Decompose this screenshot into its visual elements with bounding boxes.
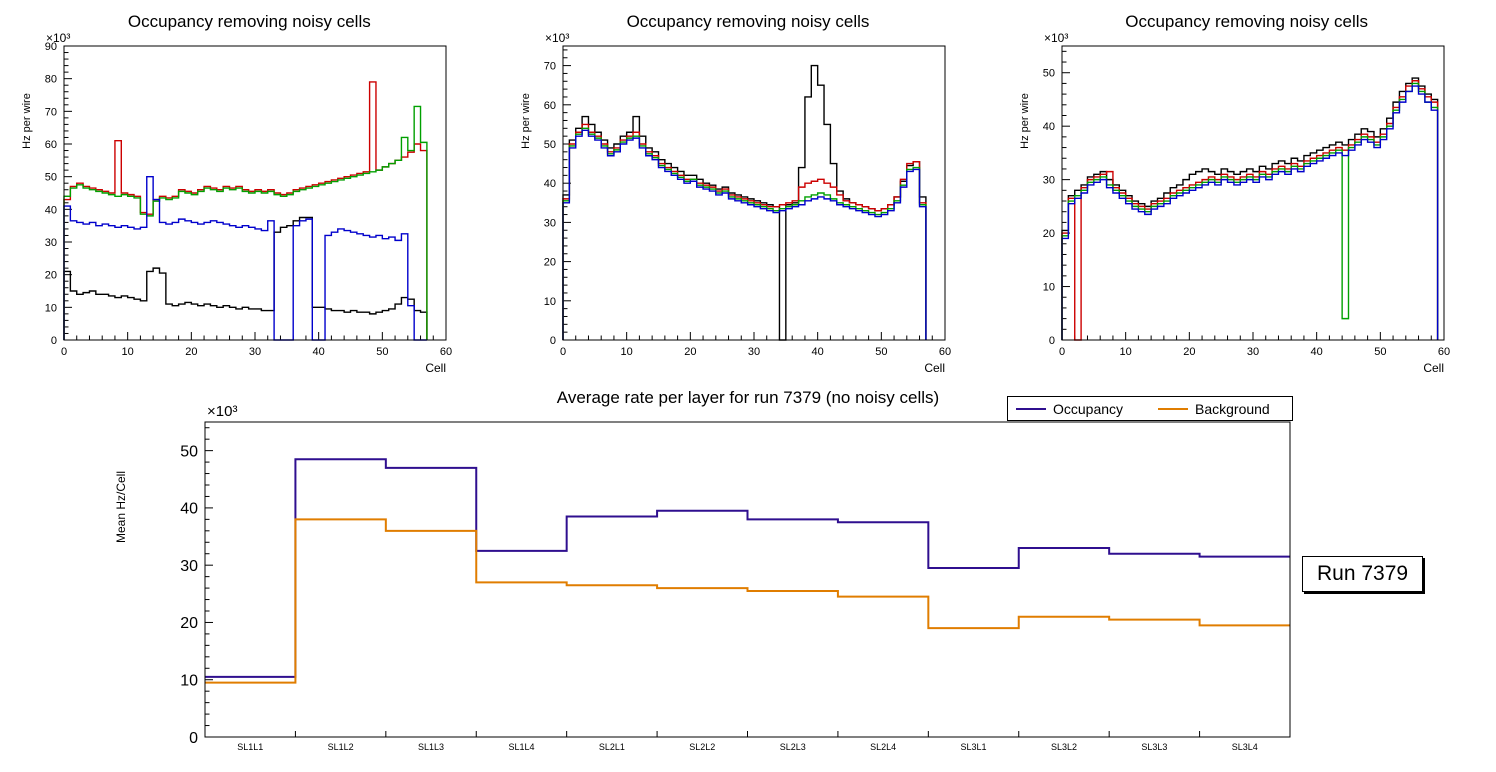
run-label: Run 7379 [1317, 562, 1409, 585]
svg-text:0: 0 [1049, 335, 1055, 347]
svg-text:30: 30 [249, 346, 261, 358]
legend-label-occupancy: Occupancy [1053, 400, 1124, 417]
svg-text:60: 60 [1438, 346, 1450, 358]
svg-text:10: 10 [122, 346, 134, 358]
svg-text:20: 20 [45, 270, 57, 282]
svg-text:20: 20 [180, 615, 198, 632]
bottom-chart-title: Average rate per layer for run 7379 (no … [556, 388, 940, 407]
svg-text:SL3L1: SL3L1 [961, 742, 987, 752]
svg-text:50: 50 [180, 443, 198, 460]
svg-text:SL3L3: SL3L3 [1141, 742, 1167, 752]
svg-text:SL1L1: SL1L1 [237, 742, 263, 752]
svg-text:40: 40 [45, 204, 57, 216]
occupancy-histogram-1: 0 10 20 30 40 50 60 70 80 90 0 10 20 30 40 50 60 Hz per w… [21, 32, 452, 375]
svg-text:60: 60 [939, 346, 951, 358]
run-label-box: Run 7379 [1302, 556, 1424, 592]
svg-text:SL2L3: SL2L3 [780, 742, 806, 752]
legend-item-background: Background [1150, 401, 1292, 417]
svg-text:×10³: ×10³ [1044, 32, 1068, 45]
occupancy-line-swatch [1016, 407, 1046, 410]
svg-text:SL2L2: SL2L2 [689, 742, 715, 752]
svg-text:60: 60 [45, 139, 57, 151]
svg-text:Hz per wire: Hz per wire [1019, 93, 1031, 149]
svg-text:40: 40 [313, 346, 325, 358]
svg-text:10: 10 [621, 346, 633, 358]
background-line-swatch [1158, 407, 1188, 410]
svg-text:SL2L1: SL2L1 [599, 742, 625, 752]
svg-text:0: 0 [61, 346, 67, 358]
chart-title-1: Occupancy removing noisy cells [127, 12, 371, 31]
svg-text:20: 20 [684, 346, 696, 358]
svg-text:40: 40 [812, 346, 824, 358]
svg-text:0: 0 [550, 335, 556, 347]
svg-text:SL1L3: SL1L3 [418, 742, 444, 752]
svg-text:10: 10 [544, 296, 556, 308]
svg-text:70: 70 [45, 106, 57, 118]
chart-title-3: Occupancy removing noisy cells [1125, 12, 1369, 31]
svg-text:50: 50 [377, 346, 389, 358]
svg-text:×10³: ×10³ [46, 32, 70, 45]
occupancy-histogram-2: 0 10 20 30 40 50 60 70 0 10 20 30 40 50 60 Hz per wire C… [520, 32, 951, 375]
legend-item-occupancy: Occupancy [1008, 401, 1150, 417]
svg-text:40: 40 [1310, 346, 1322, 358]
svg-text:Hz per wire: Hz per wire [21, 93, 33, 149]
chart-panel-3: Occupancy removing noisy cells 0 10 20 30 40… [997, 0, 1496, 384]
svg-text:20: 20 [186, 346, 198, 358]
svg-text:SL2L4: SL2L4 [870, 742, 896, 752]
svg-text:×10³: ×10³ [545, 32, 569, 45]
svg-text:60: 60 [440, 346, 452, 358]
svg-text:50: 50 [544, 139, 556, 151]
svg-text:30: 30 [1042, 175, 1054, 187]
svg-text:20: 20 [1183, 346, 1195, 358]
svg-text:10: 10 [1042, 282, 1054, 294]
legend: Occupancy Background [1007, 396, 1293, 421]
svg-text:30: 30 [544, 217, 556, 229]
svg-text:Mean Hz/Cell: Mean Hz/Cell [114, 471, 128, 543]
svg-text:Hz per wire: Hz per wire [520, 93, 532, 149]
chart-panel-2: Occupancy removing noisy cells 0 10 20 30 40… [499, 0, 998, 384]
svg-text:90: 90 [45, 41, 57, 53]
svg-text:30: 30 [1247, 346, 1259, 358]
svg-text:30: 30 [180, 558, 198, 575]
svg-text:50: 50 [1374, 346, 1386, 358]
svg-text:20: 20 [1042, 228, 1054, 240]
svg-text:40: 40 [544, 178, 556, 190]
svg-text:50: 50 [1042, 68, 1054, 80]
svg-text:50: 50 [875, 346, 887, 358]
svg-text:SL1L4: SL1L4 [508, 742, 534, 752]
svg-text:Cell: Cell [924, 361, 945, 375]
svg-text:0: 0 [560, 346, 566, 358]
svg-text:80: 80 [45, 74, 57, 86]
svg-text:SL3L2: SL3L2 [1051, 742, 1077, 752]
svg-text:40: 40 [1042, 121, 1054, 133]
svg-text:SL1L2: SL1L2 [328, 742, 354, 752]
svg-text:10: 10 [1119, 346, 1131, 358]
legend-label-background: Background [1195, 400, 1270, 417]
svg-text:60: 60 [544, 100, 556, 112]
occupancy-histogram-3: 0 10 20 30 40 50 0 10 20 30 40 50 60 Hz per wire Cell ×… [1019, 32, 1450, 375]
svg-text:20: 20 [544, 257, 556, 269]
svg-text:70: 70 [544, 61, 556, 73]
svg-text:10: 10 [45, 302, 57, 314]
chart-title-2: Occupancy removing noisy cells [626, 12, 870, 31]
svg-text:SL3L4: SL3L4 [1232, 742, 1258, 752]
svg-text:10: 10 [180, 672, 198, 689]
svg-text:0: 0 [51, 335, 57, 347]
svg-text:Cell: Cell [1423, 361, 1444, 375]
svg-text:30: 30 [45, 237, 57, 249]
average-rate-step-chart: 0 10 20 30 40 50 SL1L1 SL1L2 SL1L3 SL1L4 SL2L1 SL2L… [114, 403, 1291, 752]
svg-text:30: 30 [748, 346, 760, 358]
svg-text:Cell: Cell [426, 361, 447, 375]
svg-text:0: 0 [189, 730, 198, 747]
svg-text:0: 0 [1059, 346, 1065, 358]
svg-text:50: 50 [45, 172, 57, 184]
chart-panel-1: Occupancy removing noisy cells 0 10 20 30 40… [0, 0, 499, 384]
top-chart-row: Occupancy removing noisy cells 0 10 20 30 40… [0, 0, 1496, 384]
svg-text:40: 40 [180, 501, 198, 518]
svg-text:×10³: ×10³ [207, 403, 237, 420]
